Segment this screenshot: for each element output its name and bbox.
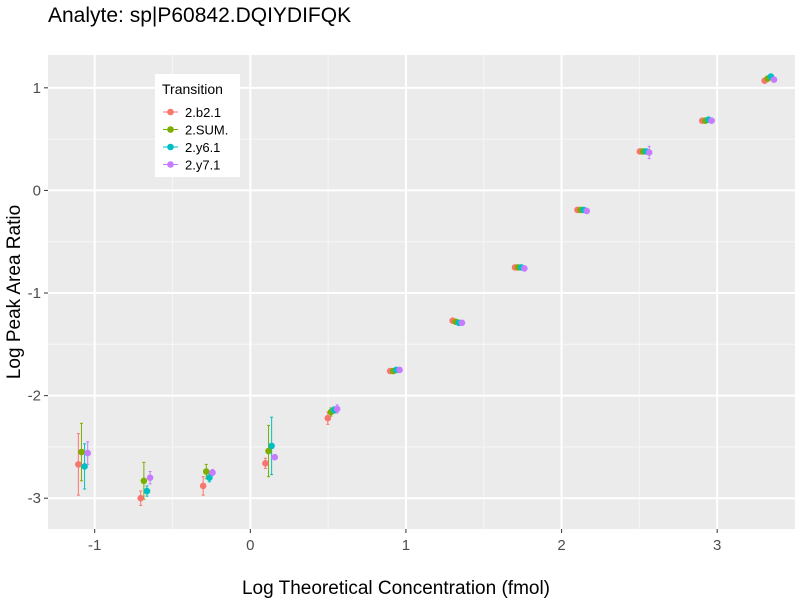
- data-point: [84, 449, 91, 457]
- data-point: [333, 405, 341, 413]
- legend-item: 2.b2.1: [163, 105, 221, 120]
- data-point: [81, 463, 88, 470]
- legend-key-point: [167, 161, 174, 168]
- x-tick-label: -1: [88, 537, 101, 554]
- data-point: [143, 487, 151, 495]
- x-tick-label: 1: [402, 537, 410, 554]
- legend-items: 2.b2.1 2.SUM. 2.y6.1 2.y7.1: [163, 105, 228, 173]
- data-point: [75, 461, 82, 468]
- y-axis-title: Log Peak Area Ratio: [4, 205, 25, 379]
- x-axis: -1 0 1 2 3: [88, 529, 721, 554]
- y-tick-label: -2: [28, 388, 41, 405]
- y-tick-label: -3: [28, 490, 41, 507]
- data-point: [199, 482, 207, 490]
- data-point: [268, 442, 275, 450]
- x-tick-label: 2: [557, 537, 565, 554]
- y-tick-label: 1: [33, 80, 41, 97]
- data-point: [206, 474, 213, 482]
- data-point: [78, 448, 85, 456]
- y-tick-label: -1: [28, 285, 41, 302]
- data-point: [770, 76, 778, 83]
- legend-item: 2.y7.1: [163, 158, 220, 173]
- legend-item: 2.SUM.: [163, 123, 228, 138]
- legend: Transition 2.b2.1 2.SUM. 2.y6.1 2.y7.1: [155, 74, 240, 177]
- legend-key-point: [167, 108, 174, 116]
- legend-background: [155, 74, 240, 177]
- data-point: [146, 474, 154, 482]
- data-point: [262, 460, 269, 467]
- data-point: [140, 477, 148, 485]
- data-point: [137, 494, 145, 502]
- legend-key-point: [167, 143, 174, 151]
- y-tick-label: 0: [33, 182, 41, 199]
- legend-item: 2.y6.1: [163, 140, 220, 155]
- legend-title: Transition: [162, 81, 223, 97]
- chart-title: Analyte: sp|P60842.DQIYDIFQK: [48, 4, 351, 27]
- legend-label: 2.b2.1: [185, 105, 221, 120]
- data-point: [645, 149, 653, 156]
- x-axis-title: Log Theoretical Concentration (fmol): [242, 578, 550, 599]
- data-point: [708, 117, 715, 124]
- x-tick-label: 0: [246, 537, 254, 554]
- data-point: [202, 468, 210, 475]
- data-point: [265, 447, 272, 455]
- data-point: [271, 453, 279, 461]
- data-point: [521, 265, 528, 272]
- data-point: [209, 469, 216, 476]
- data-points: [75, 73, 778, 502]
- data-point: [458, 319, 466, 327]
- data-point: [583, 207, 591, 215]
- y-axis: -3 -2 -1 0 1: [28, 80, 48, 507]
- legend-key-point: [167, 126, 174, 133]
- data-point: [324, 414, 332, 422]
- legend-label: 2.y7.1: [185, 158, 220, 173]
- legend-label: 2.y6.1: [185, 140, 220, 155]
- x-tick-label: 3: [713, 537, 721, 554]
- data-point: [396, 366, 403, 374]
- legend-label: 2.SUM.: [185, 123, 228, 138]
